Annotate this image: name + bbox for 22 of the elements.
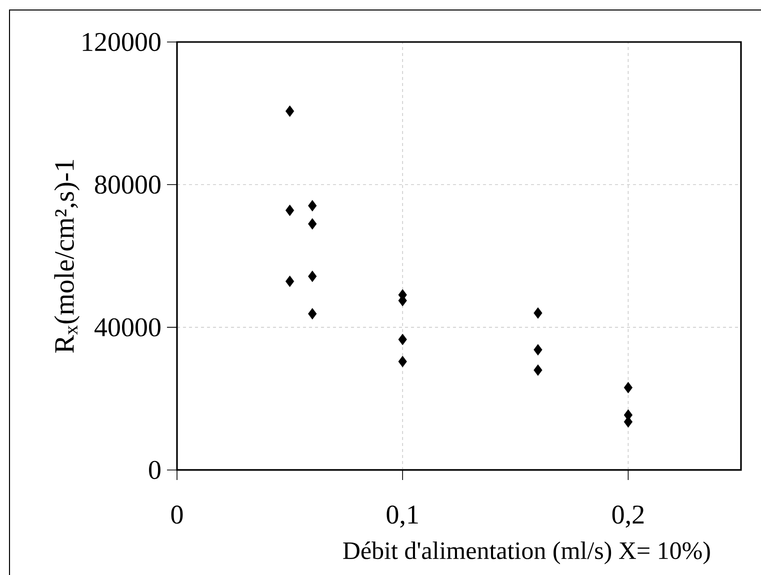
point (398, 356, 407, 368)
y-tick-label: 120000 (82, 32, 160, 52)
point (285, 204, 294, 216)
x-tick-label: 0 (171, 506, 183, 524)
point (308, 308, 317, 320)
x-axis-title: Débit d'alimentation (ml/s) X= 10%) (343, 542, 710, 564)
point (285, 276, 294, 288)
point (308, 200, 317, 212)
point (534, 364, 542, 376)
y-tick-label: 0 (149, 460, 160, 480)
point (398, 334, 407, 346)
point (308, 218, 317, 230)
point (624, 382, 633, 394)
x-tick-label: 0,1 (386, 506, 418, 528)
point (534, 344, 542, 356)
y-axis-title: R$_{x}$(mole/cm²,s)-1 (54, 160, 80, 353)
x-tick-label: 0,2 (612, 506, 644, 528)
y-tick-label: 40000 (94, 318, 160, 336)
point (285, 105, 294, 117)
point (534, 307, 542, 319)
point (308, 270, 317, 282)
y-tick-label: 80000 (95, 176, 160, 194)
